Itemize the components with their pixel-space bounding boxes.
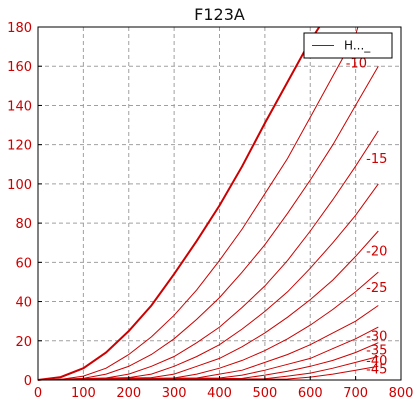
grid xyxy=(38,27,401,380)
series-line-8 xyxy=(37,326,379,381)
x-tick-label-7: 700 xyxy=(343,386,368,401)
series-line-11 xyxy=(37,365,379,381)
curve-labels: -10 -15 -20 -25 -30-35-40-45 xyxy=(346,57,388,378)
curve-label-10: -40 xyxy=(366,354,387,369)
legend-label: H..._ xyxy=(344,39,371,53)
y-tick-label-5: 100 xyxy=(7,178,32,193)
x-tick-label-8: 800 xyxy=(389,386,414,401)
y-tick-label-9: 180 xyxy=(7,21,32,36)
series-line-0 xyxy=(37,26,321,381)
y-tick-label-2: 40 xyxy=(15,296,32,311)
y-tick-label-4: 80 xyxy=(15,217,32,232)
x-tick-label-0: 0 xyxy=(34,386,42,401)
series-line-7 xyxy=(37,305,379,381)
curve-label-8: -30 xyxy=(366,329,387,344)
tick-labels: 0 100 200 300 400 500 600 700 800 0 20 40 60 80 100 120… xyxy=(7,21,413,401)
series-line-6 xyxy=(37,271,379,381)
x-tick-label-4: 400 xyxy=(207,386,232,401)
curve-label-1: -10 xyxy=(346,57,367,72)
curve-label-9: -35 xyxy=(366,344,387,359)
y-tick-label-6: 120 xyxy=(7,139,32,154)
series-line-4 xyxy=(37,183,379,381)
series-group xyxy=(37,26,379,381)
legend: H..._ xyxy=(303,32,393,59)
curve-label-3: -15 xyxy=(366,152,387,167)
y-tick-label-7: 140 xyxy=(7,99,32,114)
series-line-3 xyxy=(37,130,379,381)
x-tick-label-2: 200 xyxy=(116,386,141,401)
y-tick-label-0: 0 xyxy=(24,374,32,389)
x-tick-label-5: 500 xyxy=(252,386,277,401)
y-tick-label-3: 60 xyxy=(15,256,32,271)
curve-label-5: -20 xyxy=(366,244,387,259)
y-tick-label-8: 160 xyxy=(7,60,32,75)
x-tick-label-3: 300 xyxy=(162,386,187,401)
x-tick-label-1: 100 xyxy=(71,386,96,401)
x-tick-label-6: 600 xyxy=(298,386,323,401)
series-line-5 xyxy=(37,230,379,381)
series-line-1 xyxy=(37,26,359,381)
curve-label-6: -25 xyxy=(366,281,387,296)
curve-label-11: -45 xyxy=(366,362,387,377)
series-line-2 xyxy=(37,65,379,381)
chart-title: F123A xyxy=(194,5,245,24)
series-line-9 xyxy=(37,342,379,381)
y-tick-label-1: 20 xyxy=(15,335,32,350)
